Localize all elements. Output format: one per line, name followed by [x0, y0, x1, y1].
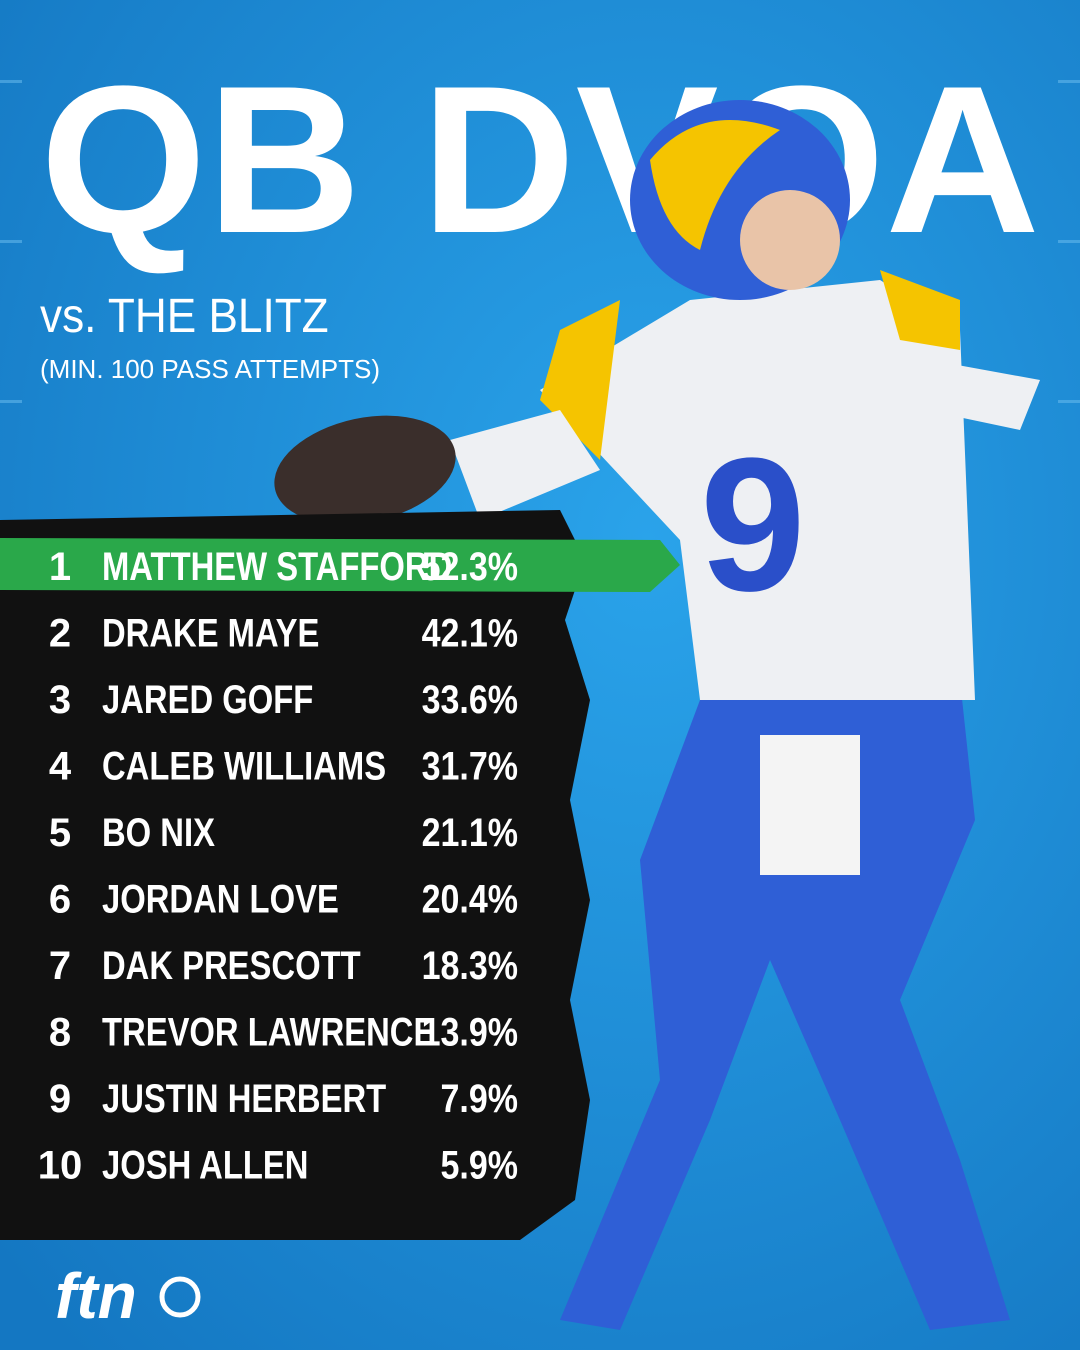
rank: 5: [49, 811, 71, 855]
side-ticks: [0, 80, 1080, 403]
dvoa-value: 31.7%: [422, 743, 518, 788]
player-name: TREVOR LAWRENCE: [102, 1009, 435, 1054]
player-name: CALEB WILLIAMS: [102, 743, 386, 788]
dvoa-value: 42.1%: [422, 610, 518, 655]
player-name: BO NIX: [102, 810, 215, 855]
rank: 9: [49, 1077, 71, 1121]
player-name: JOSH ALLEN: [102, 1142, 308, 1187]
rank: 7: [49, 944, 71, 988]
player-name: JUSTIN HERBERT: [102, 1076, 386, 1121]
dvoa-value: 20.4%: [422, 876, 518, 921]
subtitle: vs. THE BLITZ: [40, 288, 329, 342]
player-name: MATTHEW STAFFORD: [102, 544, 452, 589]
rank: 8: [49, 1011, 71, 1055]
table-panel: [0, 510, 590, 1240]
rank: 4: [49, 745, 72, 789]
rank: 2: [49, 612, 71, 656]
note: (MIN. 100 PASS ATTEMPTS): [40, 354, 380, 384]
rank: 10: [38, 1144, 83, 1188]
dvoa-value: 13.9%: [422, 1009, 518, 1054]
rank: 6: [49, 878, 71, 922]
jersey-number: 9: [700, 419, 806, 631]
dvoa-value: 5.9%: [441, 1142, 518, 1187]
title: QB DVOA: [40, 42, 1040, 277]
highlight-row: [0, 538, 680, 592]
rank: 1: [49, 545, 71, 589]
dvoa-value: 21.1%: [422, 809, 518, 854]
dvoa-value: 52.3%: [422, 543, 518, 588]
dvoa-value: 33.6%: [422, 676, 518, 721]
rank: 3: [49, 678, 71, 722]
player-name: JARED GOFF: [102, 677, 313, 722]
logo-mark: [159, 1276, 201, 1318]
player-name: DAK PRESCOTT: [102, 943, 361, 988]
logo: ftn: [55, 1260, 137, 1332]
player-name: DRAKE MAYE: [102, 610, 319, 655]
player-name: JORDAN LOVE: [102, 876, 339, 921]
player-illustration: 9: [274, 100, 1040, 1330]
dvoa-value: 18.3%: [422, 942, 518, 987]
dvoa-value: 7.9%: [441, 1075, 518, 1120]
